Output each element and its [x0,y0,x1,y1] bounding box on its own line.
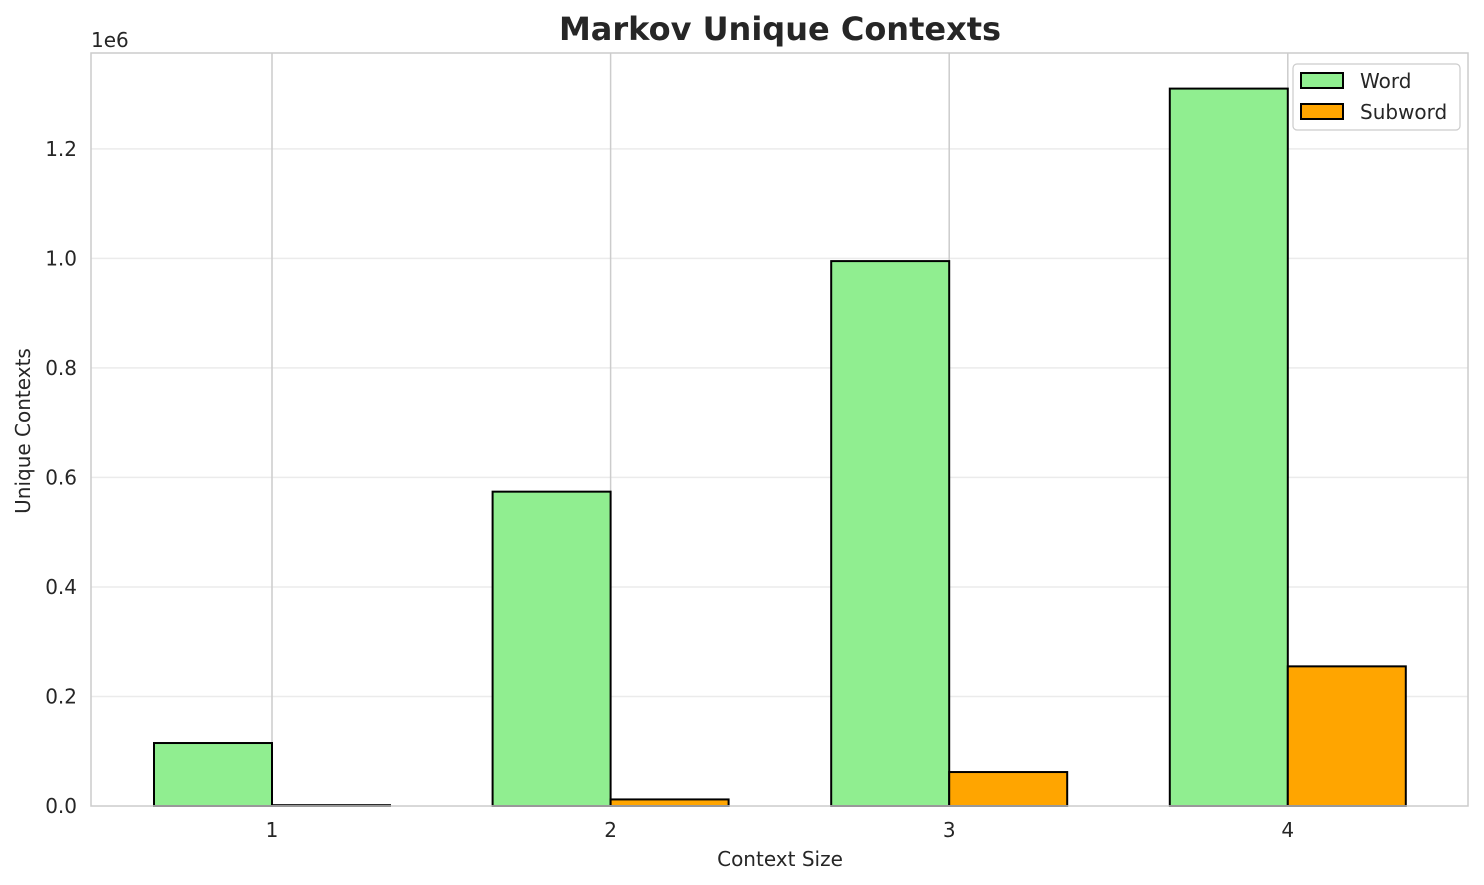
plot-area: 0.0 0.2 0.4 0.6 0.8 1.0 1.2 1 2 3 4 [45,52,1469,842]
y-axis-label: Unique Contexts [11,348,35,514]
x-tick-label: 3 [943,818,956,842]
legend: Word Subword [1292,63,1461,131]
y-tick-label: 0.6 [45,465,77,489]
bar-subword-3 [948,771,1069,808]
bar-subword-4 [1286,665,1407,807]
legend-swatch-word [1300,72,1344,89]
y-tick-label: 1.0 [45,246,77,270]
x-tick-label: 1 [266,818,279,842]
y-tick-label: 0.8 [45,356,77,380]
bar-word-4 [1168,87,1289,807]
bar-word-3 [830,260,951,807]
ticks-layer: 0.0 0.2 0.4 0.6 0.8 1.0 1.2 1 2 3 4 [45,137,1294,842]
y-tick-label: 0.0 [45,794,77,818]
bar-word-1 [153,742,273,807]
bar-subword-2 [609,798,730,807]
y-tick-label: 0.4 [45,575,77,599]
plot-frame [90,52,1469,807]
bar-word-2 [491,490,612,807]
y-axis-offset-label: 1e6 [91,28,129,52]
y-tick-label: 0.2 [45,684,77,708]
legend-label-word: Word [1360,69,1411,93]
y-tick-label: 1.2 [45,137,77,161]
chart-title: Markov Unique Contexts [559,10,1001,48]
legend-swatch-subword [1300,103,1344,120]
x-tick-label: 4 [1281,818,1294,842]
bars-layer [153,87,1407,808]
x-axis-label: Context Size [717,847,843,871]
legend-label-subword: Subword [1360,100,1447,124]
x-tick-label: 2 [604,818,617,842]
